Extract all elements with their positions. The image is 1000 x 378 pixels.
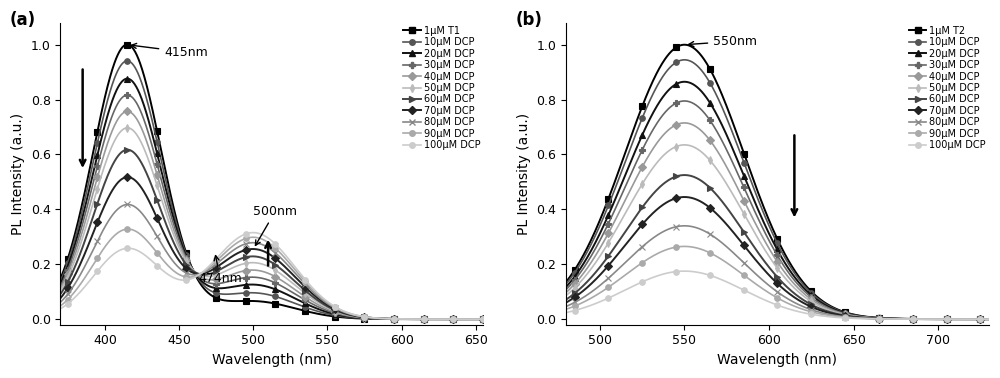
- Legend: 1μM T1, 10μM DCP, 20μM DCP, 30μM DCP, 40μM DCP, 50μM DCP, 60μM DCP, 70μM DCP, 80: 1μM T1, 10μM DCP, 20μM DCP, 30μM DCP, 40…: [402, 25, 481, 151]
- X-axis label: Wavelength (nm): Wavelength (nm): [212, 353, 332, 367]
- X-axis label: Wavelength (nm): Wavelength (nm): [717, 353, 837, 367]
- Text: (b): (b): [515, 11, 542, 29]
- Legend: 1μM T2, 10μM DCP, 20μM DCP, 30μM DCP, 40μM DCP, 50μM DCP, 60μM DCP, 70μM DCP, 80: 1μM T2, 10μM DCP, 20μM DCP, 30μM DCP, 40…: [908, 25, 987, 151]
- Text: 550nm: 550nm: [689, 35, 757, 48]
- Y-axis label: PL Intensity (a.u.): PL Intensity (a.u.): [517, 113, 531, 235]
- Y-axis label: PL Intensity (a.u.): PL Intensity (a.u.): [11, 113, 25, 235]
- Text: 415nm: 415nm: [131, 43, 208, 59]
- Text: (a): (a): [10, 11, 36, 29]
- Text: 474nm: 474nm: [198, 256, 242, 285]
- Text: 500nm: 500nm: [253, 205, 297, 245]
